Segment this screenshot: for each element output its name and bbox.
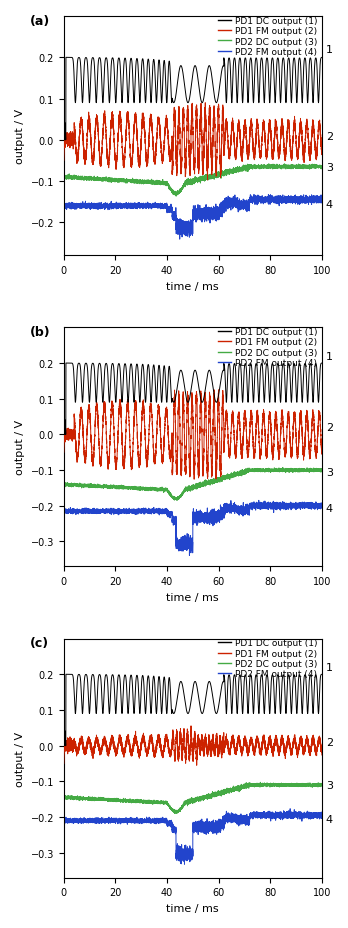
Text: (b): (b) [30, 326, 51, 339]
Text: 4: 4 [326, 200, 333, 210]
Text: 3: 3 [326, 162, 333, 173]
Text: 1: 1 [326, 352, 333, 362]
Text: 2: 2 [326, 738, 333, 747]
Text: (c): (c) [30, 637, 49, 650]
X-axis label: time / ms: time / ms [166, 592, 219, 602]
X-axis label: time / ms: time / ms [166, 903, 219, 913]
Y-axis label: output / V: output / V [15, 731, 25, 786]
Text: 1: 1 [326, 663, 333, 673]
Text: 2: 2 [326, 132, 333, 141]
Y-axis label: output / V: output / V [15, 109, 25, 164]
Text: 4: 4 [326, 503, 333, 513]
Y-axis label: output / V: output / V [15, 419, 25, 475]
Legend: PD1 DC output (1), PD1 FM output (2), PD2 DC output (3), PD2 FM output (4): PD1 DC output (1), PD1 FM output (2), PD… [218, 328, 317, 367]
Text: (a): (a) [30, 15, 50, 28]
Text: 4: 4 [326, 814, 333, 824]
Legend: PD1 DC output (1), PD1 FM output (2), PD2 DC output (3), PD2 FM output (4): PD1 DC output (1), PD1 FM output (2), PD… [218, 638, 317, 678]
Legend: PD1 DC output (1), PD1 FM output (2), PD2 DC output (3), PD2 FM output (4): PD1 DC output (1), PD1 FM output (2), PD… [218, 17, 317, 57]
Text: 2: 2 [326, 423, 333, 432]
X-axis label: time / ms: time / ms [166, 281, 219, 291]
Text: 3: 3 [326, 468, 333, 477]
Text: 3: 3 [326, 780, 333, 790]
Text: 1: 1 [326, 45, 333, 55]
